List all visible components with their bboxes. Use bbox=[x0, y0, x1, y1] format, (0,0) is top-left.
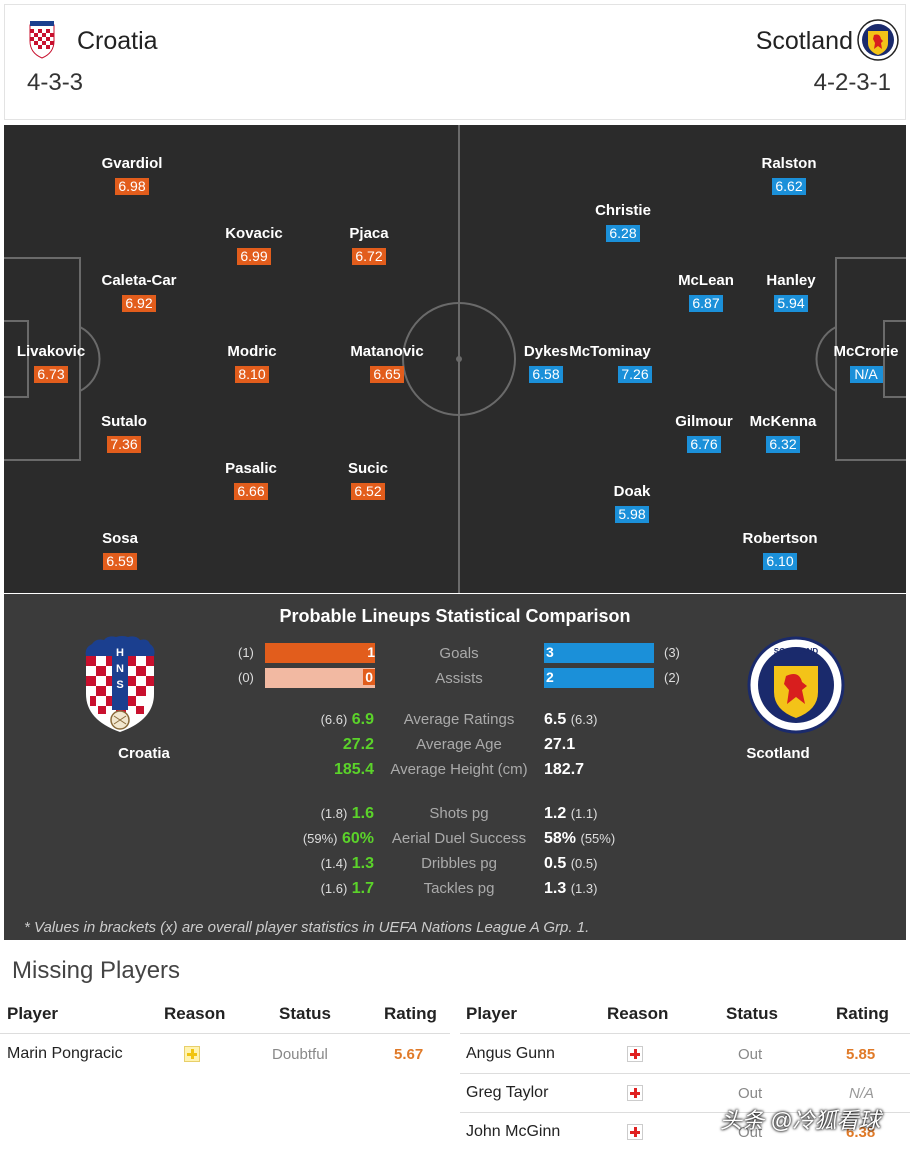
player-gilmour[interactable]: Gilmour 6.76 bbox=[675, 413, 733, 453]
player-kovacic[interactable]: Kovacic 6.99 bbox=[225, 225, 283, 265]
col-player: Player bbox=[466, 1004, 518, 1023]
missing-player-name[interactable]: Marin Pongracic bbox=[7, 1045, 123, 1062]
missing-player-name[interactable]: John McGinn bbox=[466, 1123, 561, 1140]
player-sosa[interactable]: Sosa 6.59 bbox=[102, 530, 138, 570]
away-goals-bar: 3 bbox=[544, 643, 654, 663]
pitch-lines bbox=[4, 125, 906, 593]
home-goals-overall: (1) bbox=[238, 645, 254, 660]
player-dykes[interactable]: Dykes 6.58 bbox=[523, 343, 569, 383]
home-assists-overall: (0) bbox=[238, 670, 254, 685]
match-header: Croatia 4-3-3 Scotland 4-2-3-1 bbox=[4, 4, 906, 120]
player-mckenna[interactable]: McKenna 6.32 bbox=[749, 413, 817, 453]
stat-row-average-age: 27.2 Average Age 27.1 bbox=[342, 736, 576, 753]
player-hanley[interactable]: Hanley 5.94 bbox=[766, 272, 816, 312]
player-mccrorie[interactable]: McCrorie N/A bbox=[833, 343, 899, 383]
missing-rating: N/A bbox=[849, 1085, 875, 1102]
col-status: Status bbox=[279, 1004, 331, 1023]
col-reason: Reason bbox=[164, 1004, 226, 1023]
scotland-crest-icon bbox=[857, 19, 899, 61]
svg-text:SCOTLAND: SCOTLAND bbox=[774, 647, 819, 656]
away-goals-overall: (3) bbox=[664, 645, 680, 660]
home-team-label: Croatia bbox=[118, 745, 170, 762]
player-livakovic[interactable]: Livakovic 6.73 bbox=[16, 343, 86, 383]
player-matanovic[interactable]: Matanovic 6.65 bbox=[350, 343, 424, 383]
player-ralston[interactable]: Ralston 6.62 bbox=[761, 155, 817, 195]
home-formation: 4-3-3 bbox=[27, 69, 84, 96]
assists-label: Assists bbox=[435, 670, 483, 687]
home-team-name[interactable]: Croatia bbox=[77, 27, 158, 55]
injury-icon bbox=[627, 1085, 643, 1101]
col-reason: Reason bbox=[607, 1004, 669, 1023]
away-assists-overall: (2) bbox=[664, 670, 680, 685]
stat-row-average-height: 185.4 Average Height (cm) 182.7 bbox=[333, 761, 585, 778]
stat-row-aerial-duel: (59%) 60% Aerial Duel Success 58% (55%) bbox=[302, 830, 616, 847]
player-robertson[interactable]: Robertson 6.10 bbox=[742, 530, 818, 570]
away-team-label: Scotland bbox=[746, 745, 810, 762]
player-christie[interactable]: Christie 6.28 bbox=[595, 202, 651, 242]
comparison-title: Probable Lineups Statistical Comparison bbox=[279, 606, 631, 626]
player-gvardiol[interactable]: Gvardiol 6.98 bbox=[101, 155, 163, 195]
missing-status: Out bbox=[738, 1085, 763, 1102]
stat-row-tackles: (1.6) 1.7 Tackles pg 1.3 (1.3) bbox=[320, 880, 598, 897]
doubtful-icon bbox=[184, 1046, 200, 1062]
stat-row-dribbles: (1.4) 1.3 Dribbles pg 0.5 (0.5) bbox=[320, 855, 598, 872]
missing-status: Doubtful bbox=[272, 1046, 328, 1063]
lineup-comparison-panel: Probable Lineups Statistical Comparison … bbox=[4, 594, 906, 940]
missing-rating: 6.38 bbox=[846, 1124, 876, 1141]
away-assists-bar: 2 bbox=[544, 668, 654, 688]
col-rating: Rating bbox=[836, 1004, 889, 1023]
comparison-footnote: * Values in brackets (x) are overall pla… bbox=[24, 919, 590, 936]
col-rating: Rating bbox=[384, 1004, 437, 1023]
stat-row-shots: (1.8) 1.6 Shots pg 1.2 (1.1) bbox=[320, 805, 598, 822]
stat-row-average-ratings: (6.6) 6.9 Average Ratings 6.5 (6.3) bbox=[320, 711, 598, 728]
svg-text:S: S bbox=[116, 679, 123, 691]
player-modric[interactable]: Modric 8.10 bbox=[227, 343, 277, 383]
player-mctominay[interactable]: McTominay 7.26 bbox=[569, 343, 652, 383]
injury-icon bbox=[627, 1124, 643, 1140]
croatia-crest-icon: HNS bbox=[85, 636, 155, 732]
missing-players-title: Missing Players bbox=[12, 957, 181, 984]
player-mclean[interactable]: McLean 6.87 bbox=[678, 272, 734, 312]
col-status: Status bbox=[726, 1004, 778, 1023]
croatia-flag-icon bbox=[29, 21, 55, 59]
missing-status: Out bbox=[738, 1124, 763, 1141]
missing-status: Out bbox=[738, 1046, 763, 1063]
home-assists-bar: 0 bbox=[265, 668, 375, 688]
player-caleta-car[interactable]: Caleta-Car 6.92 bbox=[101, 272, 177, 312]
missing-rating: 5.67 bbox=[394, 1046, 424, 1063]
player-pjaca[interactable]: Pjaca 6.72 bbox=[349, 225, 389, 265]
missing-player-name[interactable]: Greg Taylor bbox=[466, 1084, 549, 1101]
missing-player-name[interactable]: Angus Gunn bbox=[466, 1045, 555, 1062]
svg-text:H: H bbox=[116, 647, 124, 659]
player-doak[interactable]: Doak 5.98 bbox=[613, 483, 651, 523]
away-team-name[interactable]: Scotland bbox=[755, 27, 853, 55]
player-pasalic[interactable]: Pasalic 6.66 bbox=[225, 460, 277, 500]
player-sutalo[interactable]: Sutalo 7.36 bbox=[101, 413, 147, 453]
injury-icon bbox=[627, 1046, 643, 1062]
away-formation: 4-2-3-1 bbox=[813, 69, 891, 96]
goals-label: Goals bbox=[439, 645, 479, 662]
missing-rating: 5.85 bbox=[846, 1046, 876, 1063]
col-player: Player bbox=[7, 1004, 59, 1023]
player-sucic[interactable]: Sucic 6.52 bbox=[347, 460, 389, 500]
lineup-pitch: Gvardiol 6.98 Kovacic 6.99 Pjaca 6.72 Calet… bbox=[4, 125, 906, 593]
watermark-text: 头条 @冷狐看球 bbox=[720, 1108, 881, 1133]
scotland-crest-large-icon: SCOTLAND bbox=[747, 636, 845, 734]
svg-text:N: N bbox=[116, 663, 124, 675]
home-goals-bar: 1 bbox=[265, 643, 375, 663]
